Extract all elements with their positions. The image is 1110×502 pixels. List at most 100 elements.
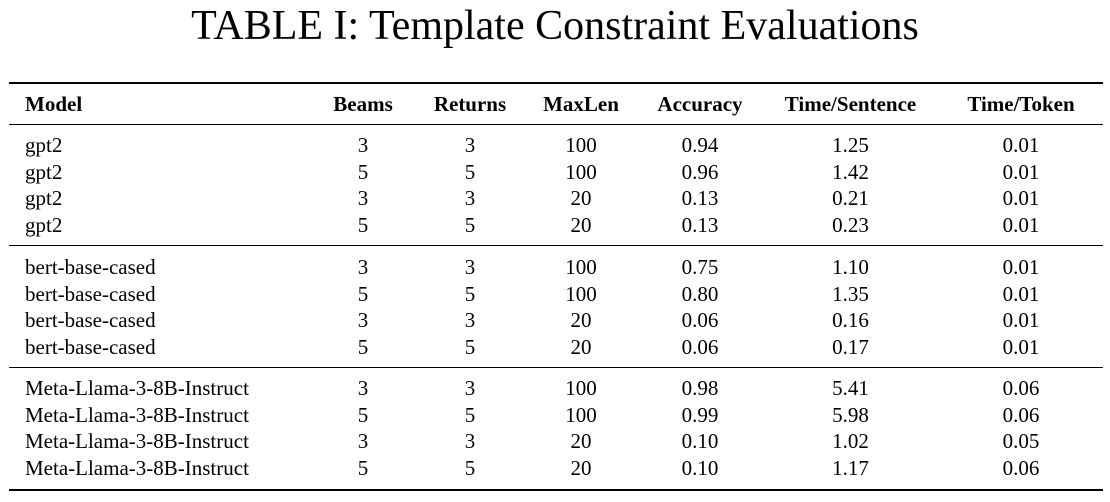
cell-time-token: 0.01 (1002, 133, 1040, 157)
table-row: gpt2 3 3 20 0.13 0.21 0.01 (9, 185, 1103, 212)
cell-maxlen: 100 (565, 281, 597, 306)
cell-accuracy: 0.06 (681, 334, 719, 359)
cell-time-sentence: 1.25 (832, 133, 869, 157)
cell-time-sentence: 5.41 (832, 376, 869, 400)
cell-maxlen: 100 (565, 376, 597, 400)
cell-returns: 5 (464, 212, 476, 237)
cell-accuracy: 0.75 (681, 255, 719, 279)
cell-returns: 3 (464, 376, 476, 400)
cell-model: Meta-Llama-3-8B-Instruct (25, 376, 249, 400)
cell-beams: 5 (357, 212, 369, 237)
bottom-rule (9, 489, 1103, 491)
cell-beams: 5 (357, 334, 369, 359)
group-divider (9, 367, 1103, 368)
cell-model: gpt2 (25, 186, 63, 210)
cell-model: gpt2 (25, 133, 63, 157)
cell-time-token: 0.01 (1002, 308, 1040, 332)
cell-time-sentence: 0.16 (832, 308, 869, 332)
cell-time-token: 0.01 (1002, 255, 1040, 279)
cell-accuracy: 0.94 (681, 133, 719, 157)
top-rule (9, 82, 1103, 84)
header-rule (9, 124, 1103, 125)
cell-time-token: 0.01 (1002, 159, 1040, 184)
group-bert-base-cased: bert-base-cased 3 3 100 0.75 1.10 0.01 b… (9, 254, 1103, 360)
cell-accuracy: 0.10 (681, 429, 719, 453)
cell-beams: 3 (357, 429, 369, 453)
cell-time-token: 0.01 (1002, 212, 1040, 237)
cell-returns: 5 (464, 455, 476, 480)
cell-returns: 3 (464, 429, 476, 453)
cell-time-token: 0.06 (1002, 455, 1040, 480)
table-row: gpt2 3 3 100 0.94 1.25 0.01 (9, 132, 1103, 159)
table-row: Meta-Llama-3-8B-Instruct 3 3 100 0.98 5.… (9, 375, 1103, 402)
cell-time-token: 0.05 (1002, 429, 1040, 453)
cell-returns: 3 (464, 255, 476, 279)
cell-time-token: 0.06 (1002, 402, 1040, 427)
cell-model: bert-base-cased (25, 308, 156, 332)
header-model: Model (25, 92, 83, 116)
cell-beams: 5 (357, 402, 369, 427)
cell-maxlen: 20 (570, 308, 592, 332)
cell-maxlen: 100 (565, 159, 597, 184)
header-time-sentence: Time/Sentence (784, 92, 917, 116)
cell-accuracy: 0.13 (681, 212, 719, 237)
cell-time-sentence: 1.02 (832, 429, 869, 453)
cell-accuracy: 0.99 (681, 402, 719, 427)
cell-beams: 3 (357, 133, 369, 157)
cell-maxlen: 100 (565, 255, 597, 279)
cell-model: gpt2 (25, 212, 63, 237)
table-row: bert-base-cased 5 5 20 0.06 0.17 0.01 (9, 334, 1103, 361)
cell-maxlen: 20 (570, 212, 592, 237)
cell-time-sentence: 1.10 (832, 255, 869, 279)
cell-time-sentence: 1.17 (832, 455, 869, 480)
cell-time-token: 0.06 (1002, 376, 1040, 400)
header-returns: Returns (433, 92, 507, 116)
header-beams: Beams (333, 92, 393, 116)
cell-model: bert-base-cased (25, 255, 156, 279)
cell-model: gpt2 (25, 159, 63, 184)
cell-time-sentence: 1.35 (832, 281, 869, 306)
cell-time-sentence: 0.23 (832, 212, 869, 237)
cell-returns: 5 (464, 334, 476, 359)
table-row: bert-base-cased 5 5 100 0.80 1.35 0.01 (9, 281, 1103, 308)
cell-beams: 3 (357, 186, 369, 210)
cell-returns: 5 (464, 402, 476, 427)
cell-maxlen: 20 (570, 429, 592, 453)
group-divider (9, 245, 1103, 246)
cell-time-sentence: 5.98 (832, 402, 869, 427)
cell-model: bert-base-cased (25, 334, 156, 359)
cell-maxlen: 100 (565, 133, 597, 157)
cell-time-token: 0.01 (1002, 186, 1040, 210)
cell-accuracy: 0.13 (681, 186, 719, 210)
cell-time-sentence: 0.17 (832, 334, 869, 359)
cell-beams: 5 (357, 281, 369, 306)
cell-beams: 5 (357, 159, 369, 184)
table-row: gpt2 5 5 20 0.13 0.23 0.01 (9, 212, 1103, 239)
table-caption: TABLE I: Template Constraint Evaluations (191, 3, 919, 49)
cell-accuracy: 0.96 (681, 159, 719, 184)
cell-beams: 5 (357, 455, 369, 480)
table-row: bert-base-cased 3 3 100 0.75 1.10 0.01 (9, 254, 1103, 281)
cell-maxlen: 20 (570, 186, 592, 210)
group-meta-llama: Meta-Llama-3-8B-Instruct 3 3 100 0.98 5.… (9, 375, 1103, 481)
cell-beams: 3 (357, 308, 369, 332)
header-row: Model Beams Returns MaxLen Accuracy Time… (9, 84, 1103, 124)
table-row: Meta-Llama-3-8B-Instruct 3 3 20 0.10 1.0… (9, 428, 1103, 455)
cell-model: Meta-Llama-3-8B-Instruct (25, 402, 249, 427)
cell-returns: 5 (464, 281, 476, 306)
cell-returns: 3 (464, 186, 476, 210)
header-accuracy: Accuracy (657, 92, 743, 116)
cell-model: Meta-Llama-3-8B-Instruct (25, 429, 249, 453)
header-time-token: Time/Token (967, 92, 1075, 116)
cell-maxlen: 100 (565, 402, 597, 427)
header-maxlen: MaxLen (543, 92, 619, 116)
cell-time-token: 0.01 (1002, 281, 1040, 306)
cell-model: Meta-Llama-3-8B-Instruct (25, 455, 249, 480)
table-row: gpt2 5 5 100 0.96 1.42 0.01 (9, 159, 1103, 186)
cell-returns: 5 (464, 159, 476, 184)
cell-accuracy: 0.80 (681, 281, 719, 306)
cell-accuracy: 0.06 (681, 308, 719, 332)
cell-returns: 3 (464, 133, 476, 157)
cell-accuracy: 0.98 (681, 376, 719, 400)
cell-time-token: 0.01 (1002, 334, 1040, 359)
